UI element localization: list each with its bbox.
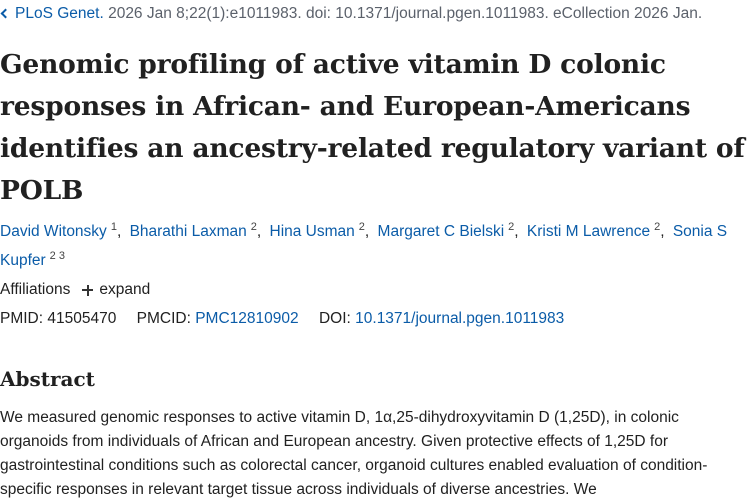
citation-line: PLoS Genet. 2026 Jan 8;22(1):e1011983. d… — [0, 4, 750, 24]
expand-label: expand — [99, 281, 151, 298]
author-link[interactable]: Kristi M Lawrence — [526, 223, 651, 240]
doi-link[interactable]: 10.1371/journal.pgen.1011983 — [355, 310, 565, 327]
author-item: Margaret C Bielski 2 — [377, 221, 515, 240]
affiliation-ref[interactable]: 2 — [508, 221, 515, 233]
identifiers-row: PMID: 41505470 PMCID: PMC12810902 DOI: 1… — [0, 308, 564, 330]
pmid-value: 41505470 — [47, 310, 117, 327]
plus-icon — [82, 284, 94, 296]
pmid-label: PMID: — [0, 310, 44, 327]
abstract-text: We measured genomic responses to active … — [0, 409, 708, 498]
pmcid-label: PMCID: — [136, 310, 191, 327]
author-item: David Witonsky 1 — [0, 221, 117, 240]
affiliation-ref[interactable]: 2 — [250, 221, 257, 233]
author-separator: , — [364, 223, 370, 240]
expand-affiliations-button[interactable]: expand — [82, 279, 150, 301]
author-separator: , — [256, 223, 262, 240]
article-title: Genomic profiling of active vitamin D co… — [0, 49, 745, 206]
journal-link[interactable]: PLoS Genet. — [15, 5, 104, 22]
author-link[interactable]: Sonia S Kupfer — [0, 223, 728, 269]
abstract-heading: Abstract — [0, 367, 95, 391]
affiliations-label: Affiliations — [0, 281, 71, 298]
author-separator: , — [116, 223, 122, 240]
pmcid-link[interactable]: PMC12810902 — [195, 310, 299, 327]
author-item: Hina Usman 2 — [269, 221, 365, 240]
author-link[interactable]: David Witonsky — [0, 223, 107, 240]
affiliation-ref[interactable]: 2 3 — [49, 250, 65, 262]
author-item: Kristi M Lawrence 2 — [526, 221, 661, 240]
affiliation-ref[interactable]: 2 — [654, 221, 661, 233]
author-link[interactable]: Margaret C Bielski — [377, 223, 505, 240]
author-separator: , — [514, 223, 519, 240]
author-item: Sonia S Kupfer 2 3 — [0, 223, 727, 269]
affiliations-row: Affiliations expand — [0, 279, 150, 301]
author-list: David Witonsky 1, Bharathi Laxman 2, Hina … — [0, 215, 745, 273]
author-link[interactable]: Hina Usman — [269, 223, 355, 240]
doi-label: DOI: — [318, 310, 351, 327]
author-link[interactable]: Bharathi Laxman — [129, 223, 247, 240]
author-separator: , — [660, 223, 665, 240]
affiliation-ref[interactable]: 1 — [110, 221, 117, 233]
chevron-left-icon — [0, 8, 11, 19]
citation-details: 2026 Jan 8;22(1):e1011983. doi: 10.1371/… — [103, 5, 703, 22]
affiliation-ref[interactable]: 2 — [358, 221, 365, 233]
author-item: Bharathi Laxman 2 — [129, 221, 257, 240]
